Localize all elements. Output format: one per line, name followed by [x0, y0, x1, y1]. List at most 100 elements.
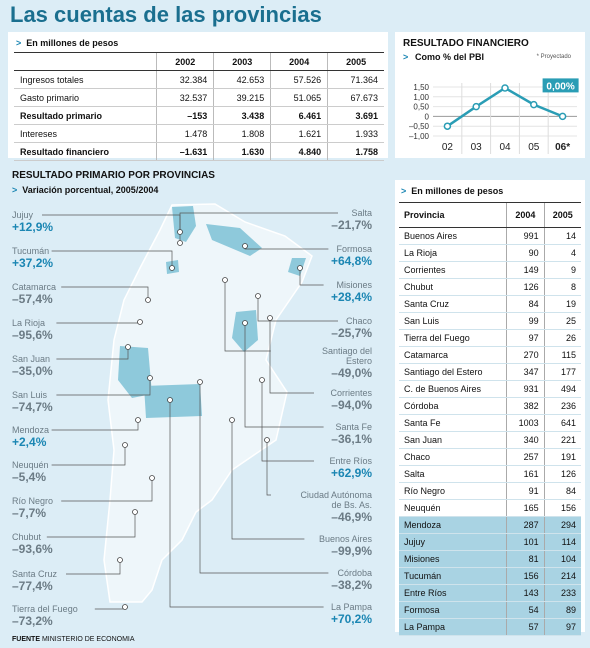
table-cell: 91: [506, 482, 545, 500]
table-cell: 26: [543, 329, 581, 347]
province-value: +28,4%: [330, 290, 372, 304]
table-cell: 42.653: [213, 70, 271, 89]
province-value: –94,0%: [331, 398, 372, 412]
table-cell: 149: [506, 261, 545, 279]
map-title: RESULTADO PRIMARIO POR PROVINCIAS: [12, 170, 215, 181]
leader-line: [269, 318, 314, 394]
line-chart: RESULTADO FINANCIERO > Como % del PBI * Pro…: [403, 38, 579, 154]
table-row: Formosa 54 89: [399, 601, 581, 619]
province-value: +64,8%: [330, 254, 372, 268]
table-cell: 1.758: [327, 142, 384, 161]
province-dot: [267, 315, 273, 321]
table-cell: San Luis: [399, 312, 507, 330]
table-cell: La Pampa: [399, 618, 507, 636]
table-cell: 4: [543, 244, 581, 262]
province-name: San Juan: [12, 354, 51, 364]
province-name: Jujuy: [12, 210, 34, 220]
leader-line: [257, 296, 338, 322]
table-cell: Entre Ríos: [399, 584, 507, 602]
summary-subtitle: > En millones de pesos: [16, 38, 119, 48]
table-cell: 991: [506, 227, 545, 245]
leader-line: [51, 445, 126, 466]
province-dot: [255, 293, 261, 299]
table-row: Corrientes 149 9: [399, 261, 581, 279]
map: [42, 203, 338, 610]
chevron: >: [403, 52, 408, 62]
province-name: Ciudad Autónoma de Bs. As.: [300, 490, 372, 510]
table-cell: Resultado financiero: [14, 142, 157, 161]
province-dot: [222, 277, 228, 283]
province-label: Buenos Aires –99,9%: [300, 534, 372, 558]
page-title: Las cuentas de las provincias: [10, 2, 322, 27]
table-cell: 641: [543, 414, 581, 432]
province-name: Chaco: [345, 316, 372, 326]
province-name: Santa Fe: [335, 422, 372, 432]
province-panel: > En millones de pesos Provincia 2004 2005 B…: [395, 180, 585, 636]
point: [501, 84, 509, 92]
y-tick-label: –0,50: [409, 122, 430, 131]
province-value: +37,2%: [12, 256, 54, 270]
subtitle-text: Variación porcentual, 2005/2004: [22, 185, 159, 195]
table-row: Río Negro 91 84: [399, 482, 581, 500]
province-dot: [149, 475, 155, 481]
table-cell: Buenos Aires: [399, 227, 507, 245]
table-cell: –153: [156, 106, 214, 125]
table-cell: 221: [543, 431, 581, 449]
value-label: 0,00%: [546, 81, 574, 92]
province-value: +70,2%: [330, 612, 372, 626]
province-misiones: [288, 258, 306, 276]
table-cell: 54: [506, 601, 545, 619]
province-dot: [177, 240, 183, 246]
table-cell: 67.673: [327, 88, 384, 107]
province-formosa: [206, 224, 262, 256]
province-dot: [197, 379, 203, 385]
table-cell: Chaco: [399, 448, 507, 466]
x-tick-label: 03: [471, 142, 483, 153]
table-cell: 39.215: [213, 88, 271, 107]
table-cell: 1.630: [213, 142, 271, 161]
province-label: Salta –21,7%: [300, 208, 372, 232]
summary-panel: > En millones de pesos 2002 2003 2004 2005 In…: [8, 32, 388, 161]
table-cell: Córdoba: [399, 397, 507, 415]
leader-line: [224, 280, 271, 352]
table-cell: 89: [543, 601, 581, 619]
province-name: Entre Ríos: [329, 456, 372, 466]
table-cell: 3.438: [213, 106, 271, 125]
province-label: Formosa +64,8%: [300, 244, 372, 268]
province-value: –95,6%: [12, 328, 53, 342]
province-label: Santa Cruz –77,4%: [12, 569, 102, 593]
leader-line: [244, 323, 324, 428]
table-cell: Neuquén: [399, 499, 507, 517]
leader-line: [61, 478, 153, 502]
province-label: Córdoba –38,2%: [300, 568, 372, 592]
leader-line: [51, 250, 173, 268]
province-name: Corrientes: [330, 388, 372, 398]
province-name: Catamarca: [12, 282, 57, 292]
table-cell: 19: [543, 295, 581, 313]
province-value: +2,4%: [12, 435, 47, 449]
province-name: Chubut: [12, 532, 42, 542]
y-tick-label: –1,00: [409, 132, 430, 141]
table-row: Gasto primario 32.537 39.215 51.065 67.673: [14, 88, 384, 107]
table-cell: 294: [543, 516, 581, 534]
table-cell: 126: [543, 465, 581, 483]
table-cell: 156: [506, 567, 545, 585]
summary-table: 2002 2003 2004 2005 Ingresos totales 32.384 42…: [14, 52, 384, 161]
province-value: –7,7%: [12, 506, 47, 520]
leader-line: [231, 420, 305, 540]
province-dot: [297, 265, 303, 271]
table-cell: 191: [543, 448, 581, 466]
province-value: –99,9%: [331, 544, 372, 558]
province-value: –38,2%: [331, 578, 372, 592]
province-dot: [229, 417, 235, 423]
leader-line: [51, 420, 139, 431]
source-text: MINISTERIO DE ECONOMIA: [41, 636, 135, 643]
province-label: Santiago del Estero –49,0%: [300, 346, 372, 380]
table-row: Santa Cruz 84 19: [399, 295, 581, 313]
table-cell: 97: [506, 329, 545, 347]
table-cell: 177: [543, 363, 581, 381]
table-row: La Pampa 57 97: [399, 618, 581, 636]
province-label: Catamarca –57,4%: [12, 282, 102, 306]
table-cell: Río Negro: [399, 482, 507, 500]
point: [472, 102, 480, 111]
